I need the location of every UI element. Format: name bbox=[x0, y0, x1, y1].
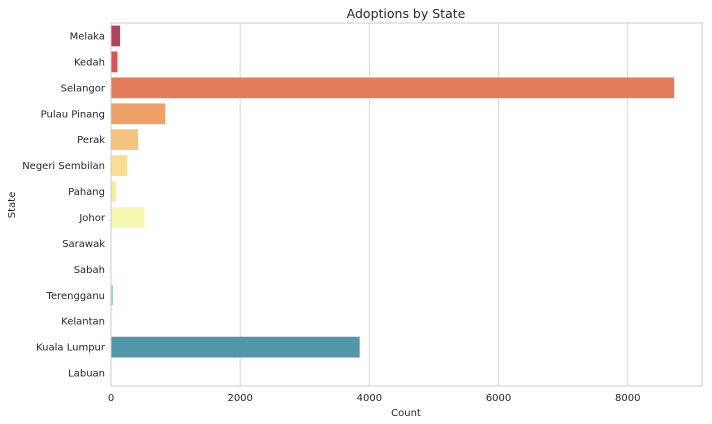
bar-terengganu bbox=[111, 284, 113, 306]
y-tick-label: Johor bbox=[78, 213, 106, 224]
y-tick-label: Pahang bbox=[68, 187, 105, 198]
y-tick-label: Terengganu bbox=[46, 291, 105, 302]
x-tick-label: 8000 bbox=[615, 393, 640, 404]
x-axis-label: Count bbox=[391, 408, 421, 419]
y-tick-label: Pulau Pinang bbox=[41, 109, 105, 120]
bar-negeri-sembilan bbox=[111, 155, 128, 176]
bar-kuala-lumpur bbox=[111, 336, 360, 358]
y-tick-label: Kuala Lumpur bbox=[36, 343, 106, 354]
x-tick-labels: 0 2000 4000 6000 8000 bbox=[108, 393, 641, 404]
y-tick-label: Negeri Sembilan bbox=[22, 161, 105, 172]
bar-pahang bbox=[111, 181, 117, 202]
x-tick-label: 0 bbox=[108, 393, 114, 404]
bars bbox=[111, 25, 675, 384]
y-tick-label: Sabah bbox=[74, 265, 105, 276]
x-tick-label: 6000 bbox=[486, 393, 511, 404]
bar-johor bbox=[111, 207, 145, 228]
bar-kedah bbox=[111, 51, 118, 73]
y-tick-label: Sarawak bbox=[62, 239, 105, 250]
x-tick-label: 4000 bbox=[357, 393, 382, 404]
bar-selangor bbox=[111, 77, 675, 99]
y-tick-label: Kedah bbox=[74, 57, 105, 68]
y-axis-label: State bbox=[7, 192, 18, 218]
y-tick-label: Labuan bbox=[68, 369, 105, 380]
x-tick-label: 2000 bbox=[227, 393, 252, 404]
bar-perak bbox=[111, 129, 139, 151]
y-tick-label: Kelantan bbox=[61, 317, 105, 328]
bar-pulau-pinang bbox=[111, 103, 166, 125]
y-tick-labels: Melaka Kedah Selangor Pulau Pinang Perak Nege… bbox=[22, 31, 106, 379]
y-tick-label: Melaka bbox=[70, 31, 105, 42]
y-tick-label: Selangor bbox=[61, 83, 106, 94]
y-tick-label: Perak bbox=[77, 135, 105, 146]
chart-title: Adoptions by State bbox=[347, 6, 466, 21]
plot-frame bbox=[110, 22, 703, 387]
bar-melaka bbox=[111, 25, 121, 47]
